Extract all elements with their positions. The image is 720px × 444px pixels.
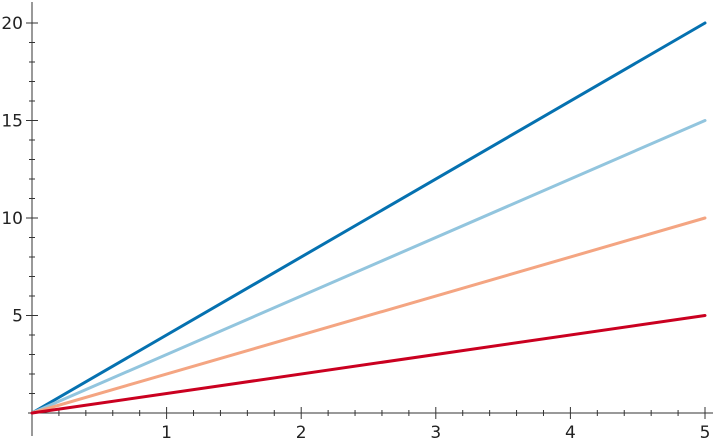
series-layer	[30, 21, 707, 415]
y-tick-label: 15	[1, 112, 23, 132]
x-tick-label: 4	[565, 423, 576, 443]
x-tick-label: 3	[430, 423, 441, 443]
series-line-2	[30, 119, 707, 415]
tick-labels: 1 2 3 4 5 5 10 15 20	[1, 14, 710, 443]
series-line-1	[30, 21, 707, 415]
minor-ticks	[29, 42, 679, 434]
series-line-3	[30, 216, 707, 415]
y-tick-label: 5	[12, 307, 23, 327]
y-tick-label: 10	[1, 209, 23, 229]
x-tick-label: 2	[296, 423, 307, 443]
x-tick-label: 1	[161, 423, 172, 443]
x-tick-label: 5	[700, 423, 711, 443]
y-tick-label: 20	[1, 14, 23, 34]
series-line-4	[30, 314, 707, 415]
